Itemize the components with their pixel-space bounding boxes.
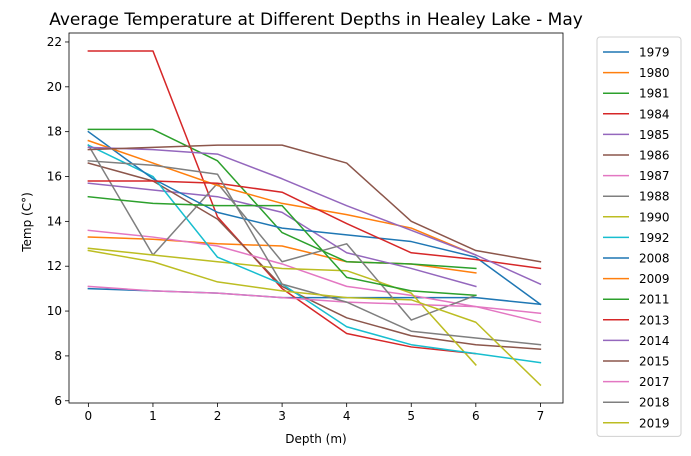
legend-label-2009: 2009 xyxy=(639,272,670,286)
series-line-2019 xyxy=(87,249,542,387)
series-line-2018 xyxy=(87,160,542,346)
legend-label-1986: 1986 xyxy=(639,149,670,163)
series-line-1986 xyxy=(87,162,542,350)
legend-label-1990: 1990 xyxy=(639,210,670,224)
y-tick-label: 6 xyxy=(54,394,62,408)
chart-title: Average Temperature at Different Depths … xyxy=(49,10,583,30)
y-tick-label: 16 xyxy=(47,170,62,184)
y-tick-label: 18 xyxy=(47,125,62,139)
y-tick-label: 20 xyxy=(47,80,62,94)
legend-label-1992: 1992 xyxy=(639,231,670,245)
y-axis: 6 8 10 12 14 16 18 20 22 xyxy=(47,35,69,408)
series-line-1992 xyxy=(87,144,542,364)
legend-label-2017: 2017 xyxy=(639,375,670,389)
legend-label-1988: 1988 xyxy=(639,190,670,204)
legend: 1979 1980 1981 1984 1985 1986 1987 1988 1990 1992… xyxy=(596,36,682,437)
legend-label-2015: 2015 xyxy=(639,355,670,369)
y-tick-label: 8 xyxy=(54,349,62,363)
legend-label-2013: 2013 xyxy=(639,313,670,327)
y-tick-label: 22 xyxy=(47,35,62,49)
legend-label-2011: 2011 xyxy=(639,293,670,307)
series-line-2015 xyxy=(87,144,542,263)
series-line-2014 xyxy=(87,146,542,286)
series-line-1985 xyxy=(87,182,477,288)
legend-label-1984: 1984 xyxy=(639,107,670,121)
x-tick-label: 3 xyxy=(278,409,286,423)
y-tick-label: 14 xyxy=(47,214,62,228)
legend-label-2018: 2018 xyxy=(639,396,670,410)
plot-frame xyxy=(68,32,564,404)
legend-box xyxy=(596,36,682,437)
x-tick-label: 4 xyxy=(343,409,351,423)
y-tick-label: 12 xyxy=(47,259,62,273)
legend-label-1985: 1985 xyxy=(639,128,670,142)
y-axis-label: Temp (C°) xyxy=(20,192,34,253)
series-line-2011 xyxy=(87,195,477,297)
series-line-2017 xyxy=(87,285,542,315)
y-tick-label: 10 xyxy=(47,304,62,318)
legend-label-2014: 2014 xyxy=(639,334,670,348)
x-tick-label: 2 xyxy=(214,409,222,423)
x-axis: 0 1 2 3 4 5 6 7 xyxy=(85,403,545,423)
plot-area xyxy=(68,32,564,404)
series-line-2008 xyxy=(87,130,542,306)
series-line-1981 xyxy=(87,128,477,270)
x-tick-label: 1 xyxy=(149,409,157,423)
x-tick-label: 7 xyxy=(537,409,545,423)
series-line-2013 xyxy=(87,180,542,270)
legend-label-2008: 2008 xyxy=(639,252,670,266)
series-line-2009 xyxy=(87,139,477,256)
x-axis-label: Depth (m) xyxy=(285,432,346,446)
x-tick-label: 6 xyxy=(472,409,480,423)
legend-label-1981: 1981 xyxy=(639,87,670,101)
series-line-1990 xyxy=(87,247,477,366)
legend-label-2019: 2019 xyxy=(639,416,670,430)
legend-label-1980: 1980 xyxy=(639,66,670,80)
legend-label-1987: 1987 xyxy=(639,169,670,183)
series-line-1987 xyxy=(87,229,542,324)
legend-label-1979: 1979 xyxy=(639,46,670,60)
x-tick-label: 0 xyxy=(85,409,93,423)
series-line-1984 xyxy=(87,50,477,355)
x-tick-label: 5 xyxy=(407,409,415,423)
